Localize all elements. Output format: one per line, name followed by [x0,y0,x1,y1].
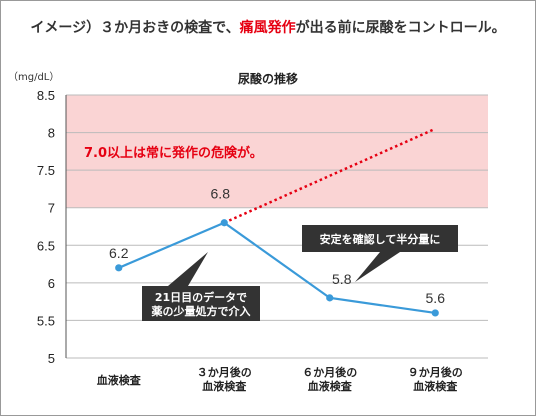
page-title-prefix: イメージ）３か月おきの検査で、 [30,19,239,36]
data-label: 6.2 [109,245,129,261]
data-label: 5.6 [426,290,446,306]
y-tick-label: 7.5 [37,163,55,178]
callout-intervention-text: 薬の少量処方で介入 [152,304,251,318]
callout-intervention-box [142,252,260,321]
x-tick-label: 血液検査 [97,373,141,387]
x-tick-label: 血液検査 [308,379,352,393]
page-title: イメージ）３か月おきの検査で、痛風発作が出る前に尿酸をコントロール。 [30,19,505,36]
data-point [431,309,439,317]
y-tick-label: 5.5 [37,313,55,328]
data-label: 6.8 [211,186,231,202]
x-tick-label: ３か月後の [197,365,252,379]
page-title-highlight: 痛風発作 [239,19,296,36]
x-tick-label: 血液検査 [413,379,457,393]
callout-halving-box [302,225,458,282]
y-axis-unit: （mg/dL） [8,71,59,83]
danger-zone-label: 7.0以上は常に発作の危険が。 [84,145,263,161]
callout-halving-text: 安定を確認して半分量に [320,232,441,246]
danger-zone [66,95,488,208]
y-tick-label: 6.5 [37,238,55,253]
callout-intervention-text: 21日目のデータで [155,290,247,304]
x-tick-label: ９か月後の [408,365,463,379]
y-tick-label: 8.5 [37,88,55,103]
x-tick-label: ６か月後の [302,365,357,379]
y-tick-label: 5 [48,351,55,366]
data-point [220,219,228,227]
data-point [326,294,334,302]
chart-title: 尿酸の推移 [238,71,298,86]
y-tick-label: 8 [48,126,55,141]
plot-area: 55.566.577.588.5血液検査３か月後の血液検査６か月後の血液検査９か… [37,88,488,393]
data-point [115,264,123,272]
y-tick-label: 6 [48,276,55,291]
y-tick-label: 7 [48,201,55,216]
data-label: 5.8 [332,271,352,287]
series-line [118,221,436,315]
x-tick-label: 血液検査 [202,379,246,393]
page-title-suffix: が出る前に尿酸をコントロール。 [296,19,506,36]
